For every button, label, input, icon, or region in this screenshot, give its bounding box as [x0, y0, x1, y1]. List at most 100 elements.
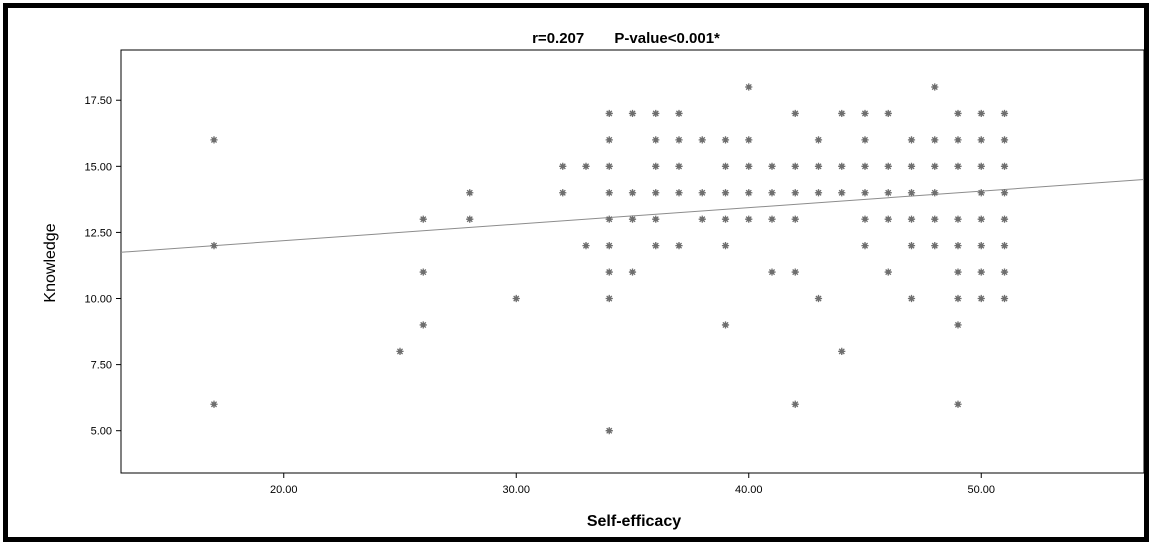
y-axis: 5.00 7.50 10.00 12.50 15.00 17.50 [84, 95, 121, 438]
data-point [675, 136, 683, 144]
data-point [675, 189, 683, 197]
data-point [675, 242, 683, 250]
data-point [605, 427, 613, 435]
data-point [582, 162, 590, 170]
data-point [466, 189, 474, 197]
data-point [768, 268, 776, 276]
data-point [768, 162, 776, 170]
data-point [652, 215, 660, 223]
data-point [907, 136, 916, 144]
data-point [768, 189, 776, 197]
data-point [721, 136, 730, 144]
data-point [954, 215, 962, 223]
data-point [814, 294, 823, 303]
data-point [605, 242, 613, 250]
y-tick-label: 12.50 [84, 227, 112, 239]
y-tick-label: 5.00 [91, 426, 112, 438]
data-point [838, 162, 846, 170]
data-point [791, 189, 799, 197]
data-point [582, 242, 590, 250]
data-point [931, 189, 939, 197]
data-point [605, 268, 613, 276]
data-point [721, 189, 730, 197]
data-point [838, 189, 846, 197]
data-point [1000, 294, 1009, 303]
chart-frame: r=0.207 P-value<0.001* 20.00 30.00 40.00 50… [3, 3, 1149, 542]
data-point [954, 268, 962, 276]
data-point [698, 215, 706, 223]
data-point [931, 162, 939, 170]
y-tick-label: 15.00 [84, 161, 112, 173]
data-point [396, 347, 404, 355]
data-point [907, 189, 916, 197]
data-point [675, 109, 683, 118]
data-point [1000, 109, 1009, 118]
data-point [605, 109, 613, 118]
data-point [605, 136, 613, 144]
data-point [419, 321, 427, 329]
data-point [861, 136, 869, 144]
data-point [652, 189, 660, 197]
data-point [907, 294, 916, 303]
data-point [954, 136, 962, 144]
data-point [605, 189, 613, 197]
data-point [745, 136, 753, 144]
data-point [838, 347, 846, 355]
data-point [814, 136, 823, 144]
y-axis-title: Knowledge [42, 223, 59, 302]
data-point [419, 215, 427, 223]
data-point [698, 136, 706, 144]
data-point [977, 268, 985, 276]
data-point [652, 136, 660, 144]
data-point [652, 109, 660, 118]
x-tick-label: 40.00 [735, 484, 763, 496]
data-point [931, 242, 939, 250]
data-point [907, 215, 916, 223]
data-point [745, 162, 753, 170]
data-point [1000, 268, 1009, 276]
data-point [931, 136, 939, 144]
data-point [791, 400, 799, 408]
data-point [884, 109, 892, 118]
data-point [628, 109, 637, 118]
data-point [466, 215, 474, 223]
data-point [884, 189, 892, 197]
y-tick-label: 7.50 [91, 360, 112, 372]
data-point [628, 215, 637, 223]
data-point [745, 189, 753, 197]
data-point [791, 268, 799, 276]
data-point [721, 242, 730, 250]
data-point [977, 294, 985, 303]
data-point [977, 215, 985, 223]
data-point [605, 162, 613, 170]
data-point [814, 162, 823, 170]
data-point [559, 189, 567, 197]
data-point [791, 215, 799, 223]
y-tick-label: 17.50 [84, 95, 112, 107]
data-point [907, 162, 916, 170]
data-point [605, 215, 613, 223]
data-point [721, 162, 730, 170]
data-point [954, 294, 962, 303]
correlation-text: r=0.207 [532, 30, 584, 47]
data-points [210, 83, 1009, 435]
data-point [210, 136, 218, 144]
data-point [721, 215, 730, 223]
data-point [861, 242, 869, 250]
data-point [1000, 189, 1009, 197]
data-point [210, 400, 218, 408]
data-point [512, 294, 520, 303]
data-point [791, 162, 799, 170]
data-point [745, 83, 753, 91]
data-point [954, 400, 962, 408]
data-point [884, 268, 892, 276]
data-point [1000, 242, 1009, 250]
data-point [977, 242, 985, 250]
data-point [838, 109, 846, 118]
data-point [954, 321, 962, 329]
data-point [605, 294, 613, 303]
x-tick-label: 50.00 [967, 484, 995, 496]
data-point [884, 162, 892, 170]
data-point [954, 162, 962, 170]
data-point [210, 242, 218, 250]
